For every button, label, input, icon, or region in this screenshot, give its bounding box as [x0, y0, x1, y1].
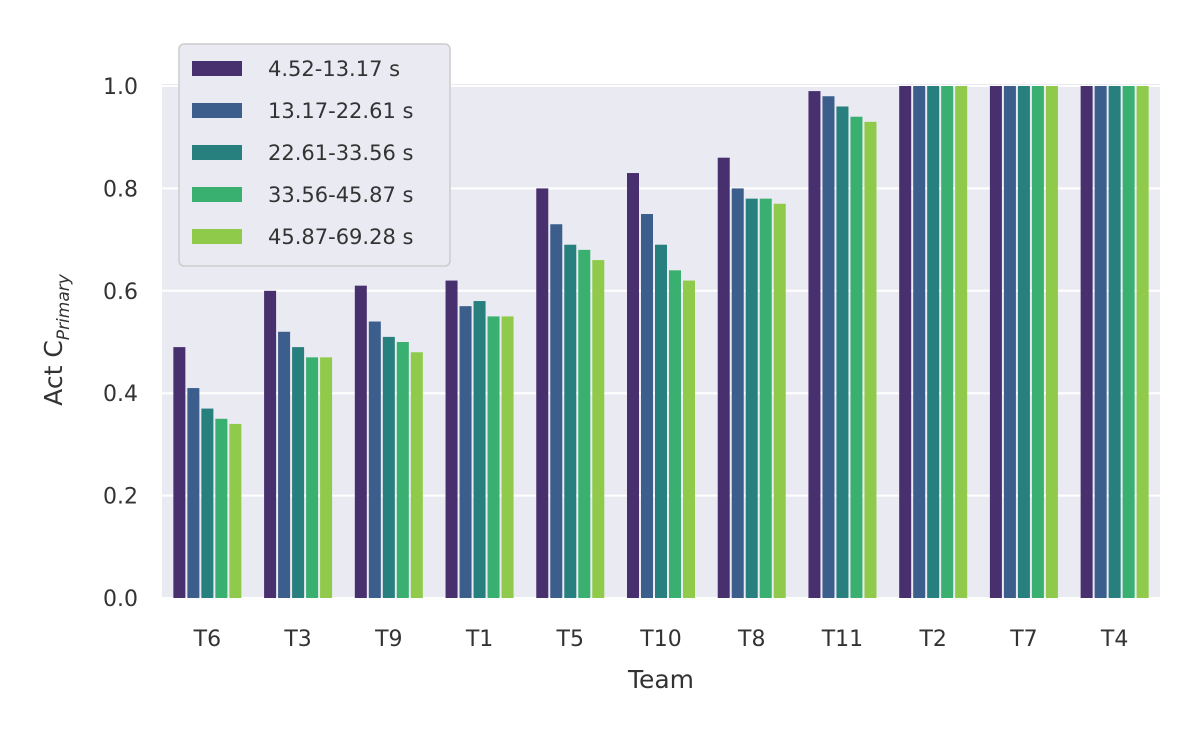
- bar: [655, 244, 667, 598]
- legend-swatch: [192, 103, 242, 118]
- legend-swatch: [192, 187, 242, 202]
- bar: [187, 388, 200, 598]
- bar: [215, 418, 228, 598]
- y-tick-labels: 0.0 0.2 0.4 0.6 0.8 1.0: [103, 75, 138, 612]
- bar: [927, 86, 940, 598]
- x-tick-label: T6: [193, 627, 221, 652]
- bar: [229, 423, 242, 598]
- y-axis-label-main: Act C: [39, 340, 68, 406]
- legend-entry: 4.52-13.17 s: [268, 57, 400, 81]
- y-tick-label: 0.2: [103, 485, 138, 510]
- x-tick-label: T3: [283, 627, 311, 652]
- bar: [773, 203, 786, 598]
- legend-swatch: [192, 229, 242, 244]
- bar: [173, 347, 186, 598]
- bar: [1094, 86, 1107, 598]
- bar: [989, 86, 1002, 598]
- bar: [759, 198, 772, 598]
- bars-group: [173, 86, 1149, 599]
- bar: [354, 285, 367, 598]
- bar: [683, 280, 695, 598]
- bar: [641, 214, 653, 598]
- legend-entry: 33.56-45.87 s: [268, 183, 413, 207]
- bar: [1136, 86, 1149, 598]
- bar: [1031, 86, 1044, 598]
- bar: [278, 331, 291, 598]
- x-tick-label: T1: [465, 627, 493, 652]
- x-tick-label: T9: [374, 627, 402, 652]
- y-tick-label: 0.8: [103, 177, 138, 202]
- bar: [627, 173, 639, 599]
- y-tick-label: 0.4: [103, 382, 138, 407]
- bar: [899, 86, 912, 598]
- bar: [745, 198, 758, 598]
- legend: 4.52-13.17 s 13.17-22.61 s 22.61-33.56 s 33…: [178, 43, 451, 267]
- bar: [1122, 86, 1135, 598]
- y-axis-label: Act CPrimary: [39, 273, 74, 406]
- bar: [445, 280, 458, 598]
- bar: [264, 290, 277, 598]
- bar: [592, 260, 605, 598]
- bar: [201, 408, 214, 598]
- y-tick-label: 0.6: [103, 280, 138, 305]
- bar: [368, 321, 381, 598]
- bar: [578, 249, 591, 598]
- x-tick-labels: T6 T3 T9 T1 T5 T10 T8 T11 T2 T7 T4: [193, 627, 1129, 652]
- bar: [1045, 86, 1058, 598]
- legend-swatch: [192, 145, 242, 160]
- x-tick-label: T8: [737, 627, 765, 652]
- bar: [1108, 86, 1121, 598]
- bar: [550, 224, 563, 599]
- x-tick-label: T5: [556, 627, 584, 652]
- bar: [564, 244, 577, 598]
- bar: [941, 86, 954, 598]
- bar: [1080, 86, 1093, 598]
- x-tick-label: T2: [918, 627, 946, 652]
- bar: [955, 86, 968, 598]
- bar: [382, 336, 395, 598]
- bar: [292, 347, 305, 598]
- bar: [1017, 86, 1030, 598]
- legend-box: [178, 43, 451, 267]
- legend-entry: 13.17-22.61 s: [268, 99, 413, 123]
- bar: [459, 306, 472, 598]
- legend-swatch: [192, 61, 242, 76]
- bar: [913, 86, 926, 598]
- bar: [320, 357, 333, 598]
- bar: [850, 116, 863, 598]
- y-tick-label: 0.0: [103, 587, 138, 612]
- bar: [822, 96, 835, 599]
- bar: [836, 106, 849, 598]
- bar: [536, 188, 549, 598]
- x-axis-label: Team: [627, 665, 694, 694]
- bar: [487, 316, 500, 598]
- bar: [669, 270, 681, 598]
- bar: [501, 316, 514, 598]
- x-tick-label: T10: [639, 627, 681, 652]
- bar: [396, 342, 409, 598]
- x-tick-label: T7: [1009, 627, 1037, 652]
- bar: [1003, 86, 1016, 598]
- x-tick-label: T11: [821, 627, 863, 652]
- bar: [864, 121, 877, 598]
- bar: [410, 352, 423, 598]
- y-axis-label-subscript: Primary: [54, 273, 74, 340]
- bar: [808, 91, 821, 599]
- bar: [731, 188, 744, 598]
- legend-entry: 22.61-33.56 s: [268, 141, 413, 165]
- bar: [473, 301, 486, 598]
- x-tick-label: T4: [1100, 627, 1128, 652]
- bar: [306, 357, 319, 598]
- y-tick-label: 1.0: [103, 75, 138, 100]
- bar: [717, 157, 730, 598]
- legend-entry: 45.87-69.28 s: [268, 225, 413, 249]
